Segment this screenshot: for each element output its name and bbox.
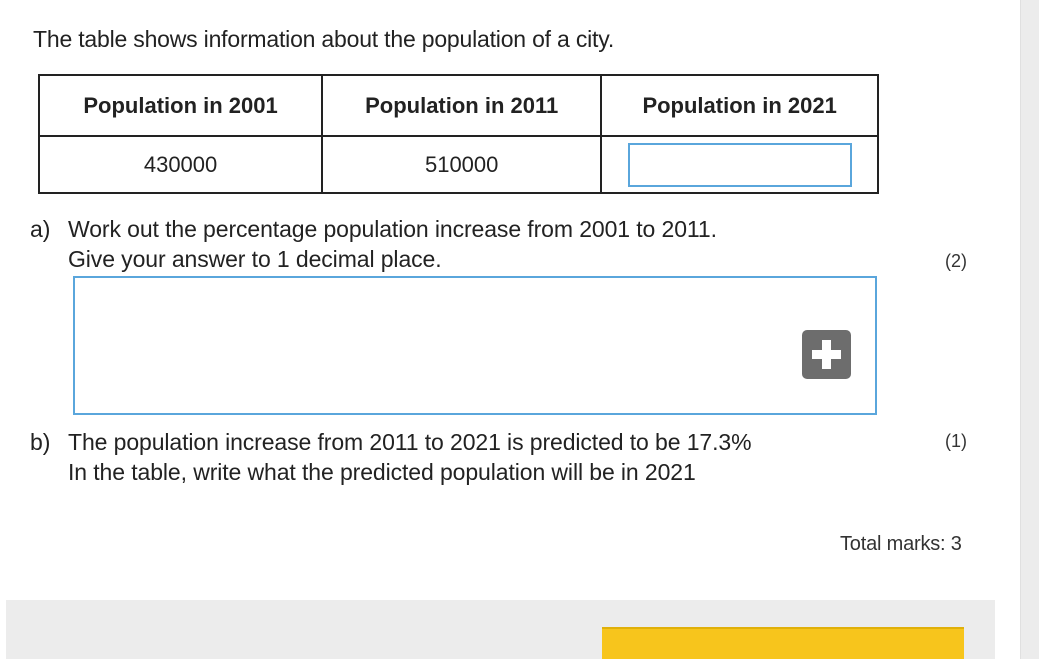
question-a-answer-box[interactable] xyxy=(73,276,877,415)
table-row: 430000 510000 xyxy=(37,135,879,194)
intro-text: The table shows information about the po… xyxy=(33,26,615,52)
question-b-line2: In the table, write what the predicted p… xyxy=(68,459,696,485)
header-2021: Population in 2021 xyxy=(600,74,879,137)
question-a-line1: Work out the percentage population incre… xyxy=(68,216,717,242)
value-2011: 510000 xyxy=(321,135,603,194)
value-2021-cell xyxy=(600,135,879,194)
value-2001: 430000 xyxy=(37,135,324,194)
question-b-marks: (1) xyxy=(945,431,967,451)
population-2021-input[interactable] xyxy=(627,142,852,187)
header-2011: Population in 2011 xyxy=(321,74,603,137)
population-table: Population in 2001 Population in 2011 Po… xyxy=(37,74,879,194)
question-a-marks: (2) xyxy=(945,251,967,271)
header-2001: Population in 2001 xyxy=(37,74,324,137)
total-marks: Total marks: 3 xyxy=(840,533,962,555)
question-b-line1: The population increase from 2011 to 202… xyxy=(68,429,752,455)
question-a-line2: Give your answer to 1 decimal place. xyxy=(68,246,442,272)
question-a-letter: a) xyxy=(30,216,51,242)
submit-button[interactable] xyxy=(602,627,964,659)
question-b-letter: b) xyxy=(30,429,51,455)
add-working-button[interactable] xyxy=(802,330,851,379)
table-header-row: Population in 2001 Population in 2011 Po… xyxy=(37,74,879,137)
scrollbar[interactable] xyxy=(1020,0,1039,659)
